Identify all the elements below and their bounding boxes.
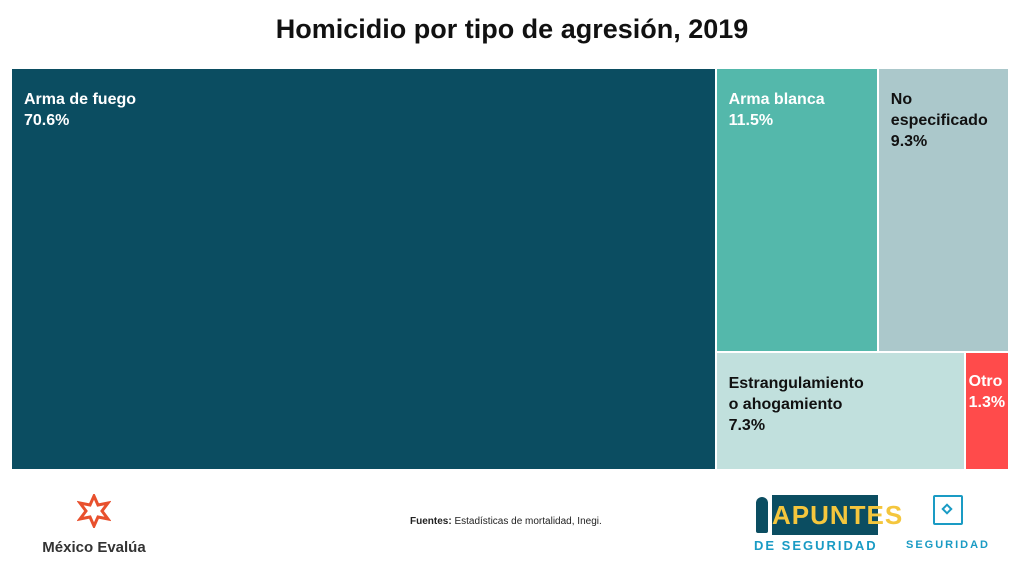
treemap-cell: Otro 1.3%	[964, 352, 1009, 470]
mexico-evalua-logo: México Evalúa	[36, 492, 152, 556]
source-note: Fuentes: Estadísticas de mortalidad, Ine…	[410, 516, 602, 527]
treemap-cell: Arma blanca 11.5%	[715, 68, 878, 353]
cell-label: Otro	[968, 373, 1003, 391]
seguridad-logo: SEGURIDAD	[906, 495, 990, 551]
treemap-cell: Arma de fuego 70.6%	[11, 68, 716, 470]
pen-icon	[756, 497, 768, 533]
cell-label: No especificado	[890, 91, 988, 129]
seguridad-label: SEGURIDAD	[906, 539, 991, 551]
chart-title: Homicidio por tipo de agresión, 2019	[275, 14, 749, 44]
cell-value: 70.6%	[24, 112, 70, 129]
cell-value: 1.3%	[968, 394, 1006, 412]
cell-value: 11.5%	[728, 112, 774, 129]
cell-label: Estrangulamiento o ahogamiento	[728, 375, 864, 414]
cell-label: Arma blanca	[728, 91, 825, 108]
treemap-cell: No especificado 9.3%	[877, 68, 1009, 353]
cell-value: 9.3%	[890, 133, 928, 150]
apuntes-logo: APUNTES DE SEGURIDAD	[754, 495, 902, 553]
source-text: Estadísticas de mortalidad, Inegi.	[451, 516, 602, 527]
cell-value: 7.3%	[728, 417, 766, 435]
apuntes-subtitle: DE SEGURIDAD	[754, 538, 878, 553]
treemap-cell: Estrangulamiento o ahogamiento 7.3%	[715, 352, 965, 470]
star-icon	[76, 492, 112, 530]
source-label: Fuentes:	[410, 516, 452, 527]
seguridad-icon	[933, 495, 963, 525]
treemap: Arma de fuego 70.6% Arma blanca 11.5% No esp…	[11, 68, 1009, 470]
apuntes-title: APUNTES	[772, 495, 902, 535]
cell-label: Arma de fuego	[24, 91, 137, 108]
mexico-evalua-name: México Evalúa	[42, 539, 146, 556]
